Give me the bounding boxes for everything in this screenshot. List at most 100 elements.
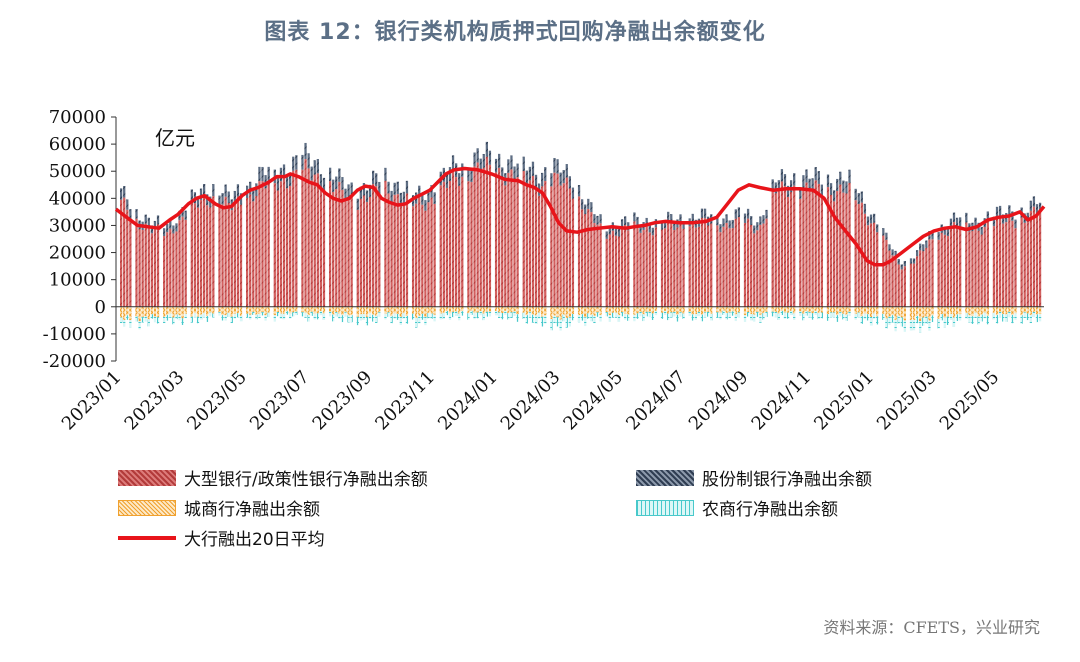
bar-rural-bank [236,313,240,318]
bar-city-bank [617,306,621,316]
bar-joint-stock [531,161,535,176]
bar-city-bank [261,306,264,313]
bars-layer [120,141,1042,333]
bar-joint-stock [660,221,664,230]
bar-joint-stock [777,180,780,192]
bar-city-bank [135,306,138,317]
bar-joint-stock [252,189,255,202]
bar-city-bank [876,306,879,317]
bar-rural-bank [233,313,236,319]
bar-rural-bank [120,317,123,324]
bar-big-bank [703,218,707,307]
bar-joint-stock [974,217,977,227]
bar-joint-stock [479,158,482,172]
bar-rural-bank [968,315,971,323]
bar-city-bank [688,306,691,312]
bar-rural-bank [943,317,946,328]
bar-city-bank [971,306,974,317]
bar-joint-stock [556,159,559,174]
y-tick-label: 40000 [49,188,106,209]
bar-joint-stock [129,209,132,219]
bar-city-bank [310,306,313,312]
bar-rural-bank [482,313,485,321]
bar-city-bank [608,306,611,316]
bar-joint-stock [759,216,762,225]
bar-city-bank [467,306,470,314]
bar-rural-bank [952,317,956,327]
bar-big-bank [424,210,427,307]
bar-joint-stock [236,184,240,197]
bar-rural-bank [707,311,710,317]
bar-city-bank [295,306,298,312]
bar-rural-bank [147,319,150,327]
bar-big-bank [673,230,676,307]
bar-rural-bank [734,314,737,322]
bar-rural-bank [836,315,839,322]
bar-big-bank [513,179,516,307]
bar-rural-bank [224,315,227,321]
bar-big-bank [716,225,719,307]
bar-big-bank [731,228,734,307]
bar-rural-bank [688,311,691,316]
bar-big-bank [196,207,200,307]
bar-joint-stock [995,206,999,218]
bar-rural-bank [1032,311,1036,318]
bar-city-bank [328,306,332,312]
bar-joint-stock [430,185,433,198]
bar-joint-stock [955,217,959,227]
bar-big-bank [789,191,793,307]
bar-rural-bank [332,314,335,322]
bar-rural-bank [919,321,922,333]
bar-joint-stock [541,172,544,187]
bar-city-bank [307,306,310,315]
bar-city-bank [925,306,928,317]
bar-big-bank [454,177,458,307]
bar-city-bank [756,306,759,312]
bar-joint-stock [722,218,725,227]
bar-joint-stock [347,184,350,197]
bar-rural-bank [193,313,197,318]
bar-city-bank [476,306,479,313]
bar-city-bank [808,306,811,313]
bar-big-bank [411,206,415,307]
bar-joint-stock [587,198,590,209]
bar-city-bank [888,306,891,317]
bar-big-bank [642,229,645,307]
bar-big-bank [553,172,556,307]
bar-joint-stock [319,174,323,188]
bar-rural-bank [402,313,406,319]
bar-rural-bank [516,314,519,322]
bar-rural-bank [273,315,276,322]
bar-joint-stock [774,182,777,194]
bar-rural-bank [808,312,811,318]
bar-city-bank [928,306,931,321]
bar-city-bank [356,306,359,317]
bar-big-bank [285,188,289,307]
bar-city-bank [734,306,737,315]
bar-city-bank [332,306,335,315]
y-tick-label: 10000 [49,270,106,291]
bar-rural-bank [295,311,298,316]
bar-joint-stock [362,182,366,196]
bar-rural-bank [676,314,679,322]
bar-joint-stock [820,184,823,197]
bar-city-bank [387,306,390,313]
bar-big-bank [869,223,873,307]
bar-rural-bank [903,320,906,332]
bar-city-bank [986,306,989,316]
bar-rural-bank [848,311,851,316]
bar-city-bank [233,306,236,314]
bar-rural-bank [599,314,602,322]
bar-rural-bank [123,319,126,327]
bar-rural-bank [648,311,651,318]
bar-big-bank [814,180,817,307]
bar-rural-bank [765,311,768,317]
bar-joint-stock [673,222,676,231]
bar-big-bank [169,228,172,307]
bar-joint-stock [498,153,501,168]
bar-rural-bank [411,313,415,320]
bar-city-bank [202,306,206,314]
chart-title: 图表 12：银行类机构质押式回购净融出余额变化 [264,20,766,45]
bar-big-bank [479,171,482,307]
bar-joint-stock [1014,219,1017,229]
